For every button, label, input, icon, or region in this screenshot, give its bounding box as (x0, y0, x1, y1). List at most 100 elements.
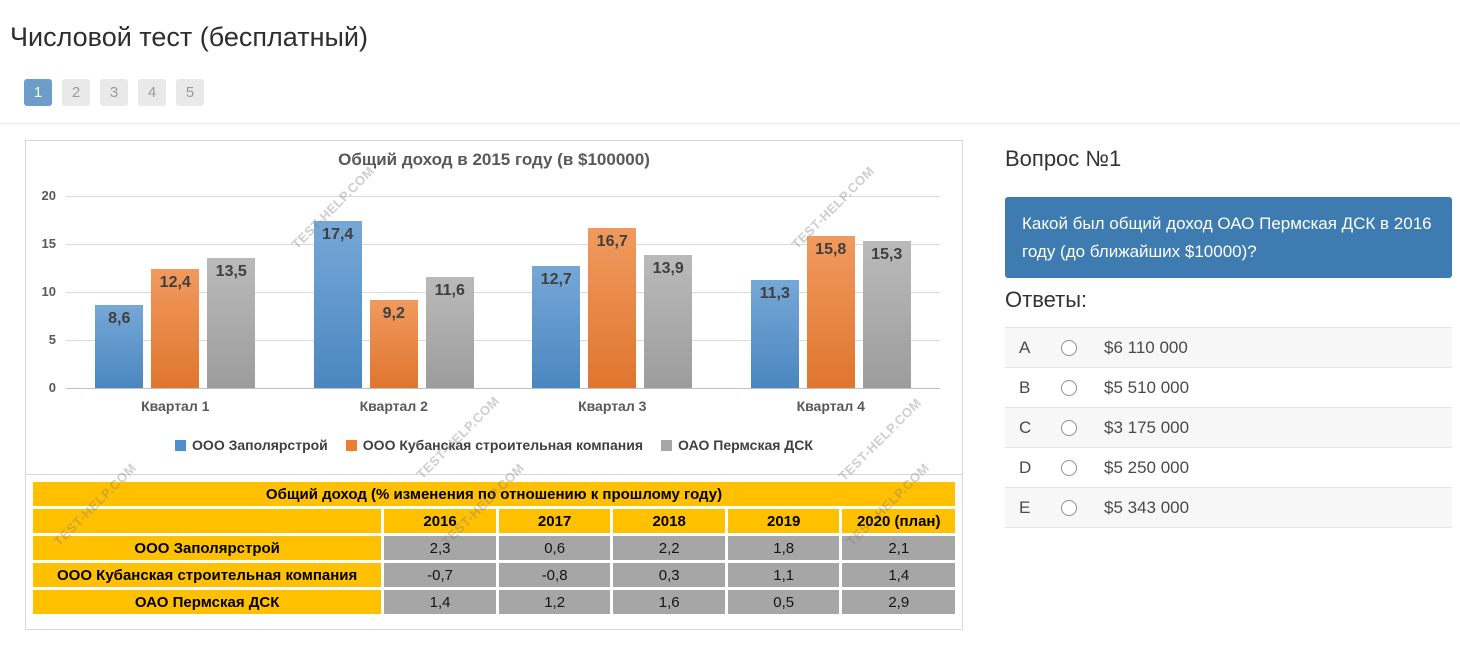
table-cell-value: 1,1 (727, 563, 840, 587)
bar-group-4: 11,3 15,8 15,3 (722, 196, 941, 388)
table-row: ОАО Пермская ДСК 1,4 1,2 1,6 0,5 2,9 (33, 590, 955, 614)
legend-label: ООО Заполярстрой (192, 437, 328, 453)
bar: 16,7 (588, 227, 637, 388)
table-cell-value: 2,2 (613, 536, 725, 560)
chart-legend: ООО Заполярстрой ООО Кубанская строительн… (26, 437, 962, 453)
page-button-5[interactable]: 5 (176, 79, 204, 106)
radio-button-icon[interactable] (1061, 459, 1077, 476)
x-axis-category-label: Квартал 4 (796, 398, 865, 414)
answer-value: $3 175 000 (1104, 417, 1190, 437)
x-axis-category-label: Квартал 1 (141, 398, 210, 414)
answer-value: $5 250 000 (1104, 457, 1190, 477)
table-cell-value: -0,7 (384, 563, 496, 587)
legend-marker-icon (661, 439, 673, 451)
chart-title: Общий доход в 2015 году (в $100000) (338, 150, 650, 169)
x-axis-line (66, 388, 940, 389)
answer-letter: D (1019, 457, 1032, 477)
bar-value-label: 15,3 (871, 246, 903, 264)
table-title: Общий доход (% изменения по отношению к … (33, 482, 955, 506)
bar-value-label: 13,5 (215, 263, 247, 281)
table-row-label: ООО Кубанская строительная компания (33, 563, 382, 587)
bar-value-label: 12,7 (540, 271, 572, 289)
answer-letter: B (1019, 377, 1031, 397)
gridline (66, 340, 940, 341)
x-axis-labels: Квартал 1 Квартал 2 Квартал 3 Квартал 4 (66, 398, 940, 414)
table-cell-value: 1,4 (384, 590, 496, 614)
table-column-header: 2016 (384, 509, 496, 533)
answer-letter: A (1019, 337, 1031, 357)
table-column-header: 2019 (727, 509, 840, 533)
bar-group-1: 8,6 12,4 13,5 (66, 196, 285, 388)
answer-option-D[interactable]: D $5 250 000 (1005, 448, 1452, 488)
table-cell-value: 1,6 (613, 590, 725, 614)
bar-value-label: 13,9 (652, 259, 684, 277)
bar: 12,4 (151, 268, 200, 388)
bar: 17,4 (313, 220, 362, 388)
answer-value: $6 110 000 (1104, 337, 1188, 357)
bar: 15,3 (862, 241, 911, 388)
x-axis-category-label: Квартал 3 (578, 398, 647, 414)
bar-value-label: 12,4 (159, 273, 191, 291)
table-cell-value: 1,2 (498, 590, 611, 614)
legend-item: ООО Кубанская строительная компания (345, 437, 644, 453)
bar: 8,6 (95, 305, 144, 388)
legend-label: ОАО Пермская ДСК (678, 437, 813, 453)
radio-button-icon[interactable] (1061, 499, 1077, 516)
gridline (66, 292, 940, 293)
page-button-3[interactable]: 3 (100, 79, 128, 106)
data-table-section: Общий доход (% изменения по отношению к … (26, 475, 962, 621)
bar-value-label: 15,8 (815, 241, 847, 259)
answer-letter: C (1019, 417, 1032, 437)
y-axis-tick-label: 5 (48, 332, 56, 347)
bar: 15,8 (806, 236, 855, 388)
legend-item: ОАО Пермская ДСК (661, 437, 813, 453)
table-row: ООО Заполярстрой 2,3 0,6 2,2 1,8 2,1 (33, 536, 955, 560)
radio-button-icon[interactable] (1061, 419, 1077, 436)
bar-value-label: 8,6 (108, 310, 131, 328)
chart-panel: Общий доход в 2015 году (в $100000) 0 5 10… (25, 140, 963, 630)
answer-value: $5 343 000 (1104, 497, 1190, 517)
legend-label: ООО Кубанская строительная компания (362, 437, 644, 453)
y-axis-tick-label: 15 (41, 236, 56, 251)
table-cell-value: 2,1 (842, 536, 955, 560)
table-row-label: ООО Заполярстрой (33, 536, 382, 560)
legend-marker-icon (345, 439, 357, 451)
radio-button-icon[interactable] (1061, 339, 1077, 356)
bar-group-3: 12,7 16,7 13,9 (503, 196, 722, 388)
bar-value-label: 9,2 (382, 304, 405, 322)
table-cell-value: 0,3 (613, 563, 725, 587)
bar-value-label: 17,4 (322, 225, 354, 243)
answer-option-E[interactable]: E $5 343 000 (1005, 488, 1452, 528)
page-button-4[interactable]: 4 (138, 79, 166, 106)
bar: 11,3 (750, 279, 799, 388)
table-row: ООО Кубанская строительная компания -0,7-… (33, 563, 955, 587)
income-change-table: Общий доход (% изменения по отношению к … (30, 479, 958, 617)
answer-option-C[interactable]: C $3 175 000 (1005, 408, 1452, 448)
y-axis-tick-label: 20 (41, 188, 56, 203)
table-cell-value: 1,8 (727, 536, 840, 560)
legend-marker-icon (175, 439, 187, 451)
page-button-2[interactable]: 2 (62, 79, 90, 106)
bar-group-2: 17,4 9,2 11,6 (285, 196, 504, 388)
legend-item: ООО Заполярстрой (175, 437, 328, 453)
bar: 13,9 (644, 254, 693, 388)
page-button-1[interactable]: 1 (24, 79, 52, 106)
bar-chart: Общий доход в 2015 году (в $100000) 0 5 10… (26, 141, 962, 475)
bar: 13,5 (207, 258, 256, 388)
answer-option-B[interactable]: B $5 510 000 (1005, 368, 1452, 408)
answers-heading: Ответы: (1005, 287, 1088, 312)
bar-value-label: 11,3 (759, 284, 790, 302)
table-column-header (33, 509, 382, 533)
table-cell-value: 2,9 (842, 590, 955, 614)
bar: 9,2 (369, 299, 418, 388)
plot-area: 8,6 12,4 13,5 17,4 9,2 11,6 12,7 16,7 13,9 11,3 15… (66, 196, 940, 388)
bar-value-label: 11,6 (434, 281, 465, 299)
answer-value: $5 510 000 (1104, 377, 1190, 397)
answer-option-A[interactable]: A $6 110 000 (1005, 328, 1452, 368)
radio-button-icon[interactable] (1061, 379, 1077, 396)
table-column-header: 2017 (498, 509, 611, 533)
table-row-label: ОАО Пермская ДСК (33, 590, 382, 614)
table-cell-value: 2,3 (384, 536, 496, 560)
page-title: Числовой тест (бесплатный) (10, 22, 368, 52)
